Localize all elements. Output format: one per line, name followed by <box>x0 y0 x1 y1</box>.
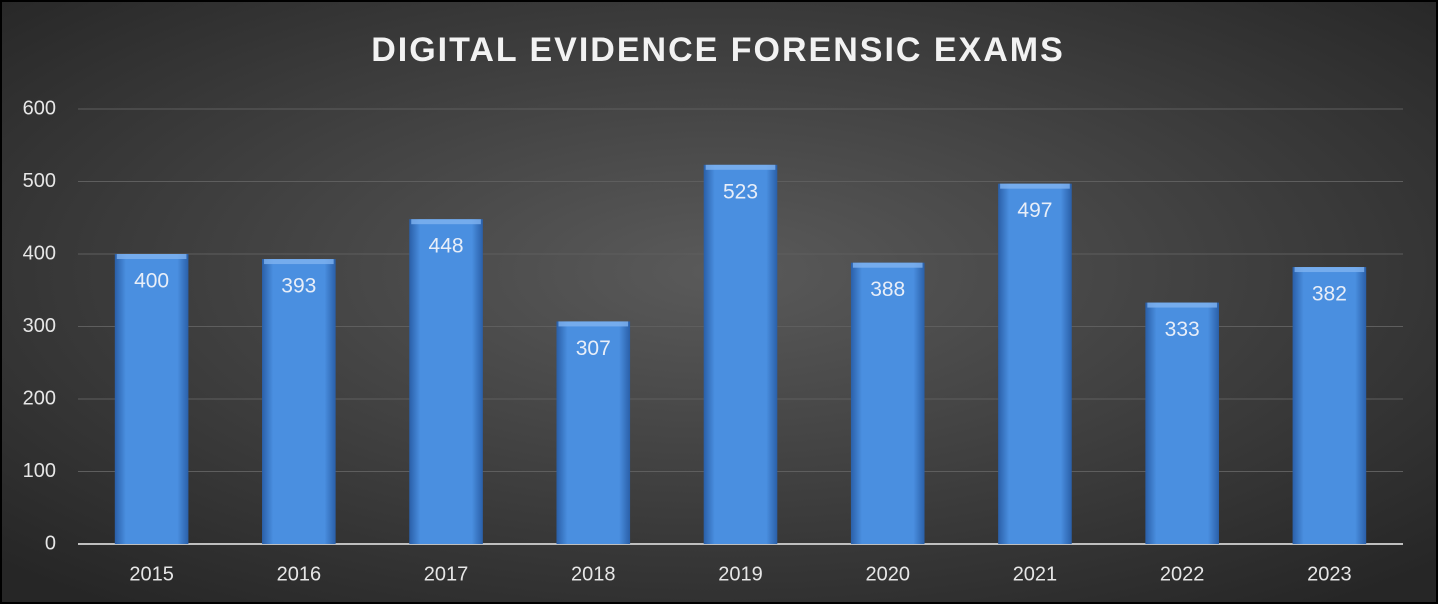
bar <box>850 262 925 544</box>
x-tick-label: 2015 <box>129 563 174 585</box>
y-tick-label: 500 <box>23 170 56 192</box>
bar <box>703 164 778 544</box>
data-label: 448 <box>429 235 464 258</box>
data-label: 393 <box>281 275 316 298</box>
bar <box>262 259 336 544</box>
data-label: 400 <box>134 270 169 293</box>
x-tick-label: 2019 <box>718 563 763 585</box>
chart-title: DIGITAL EVIDENCE FORENSIC EXAMS <box>371 31 1065 69</box>
bar-bevel <box>1000 183 1070 189</box>
data-label: 523 <box>723 180 758 203</box>
bar-bevel <box>1147 302 1217 308</box>
y-tick-label: 100 <box>23 460 56 482</box>
data-label: 497 <box>1017 199 1052 222</box>
bar-bevel <box>852 262 923 268</box>
y-tick-label: 400 <box>23 242 56 264</box>
data-label: 388 <box>870 278 905 301</box>
y-tick-label: 600 <box>23 97 56 119</box>
bar-bevel <box>558 321 629 327</box>
data-label: 382 <box>1312 283 1347 306</box>
data-label: 333 <box>1165 318 1200 341</box>
bar-bevel <box>705 164 776 170</box>
y-tick-label: 0 <box>45 532 56 554</box>
bar-bevel <box>411 219 481 225</box>
x-tick-label: 2020 <box>865 563 910 585</box>
bar <box>114 254 189 544</box>
x-tick-label: 2021 <box>1013 563 1058 585</box>
bar <box>998 183 1072 545</box>
bar <box>1145 302 1219 544</box>
x-tick-label: 2018 <box>571 563 616 585</box>
x-tick-label: 2022 <box>1160 563 1205 585</box>
x-tick-label: 2017 <box>424 563 469 585</box>
bar <box>1292 267 1367 544</box>
x-tick-label: 2016 <box>277 563 322 585</box>
bar <box>409 219 483 544</box>
bar-bevel <box>116 254 187 259</box>
bar-bevel <box>1294 267 1365 273</box>
x-tick-label: 2023 <box>1307 563 1352 585</box>
bar <box>556 321 631 544</box>
y-tick-label: 300 <box>23 315 56 337</box>
data-label: 307 <box>576 337 611 360</box>
y-tick-label: 200 <box>23 387 56 409</box>
bar-bevel <box>264 259 334 265</box>
